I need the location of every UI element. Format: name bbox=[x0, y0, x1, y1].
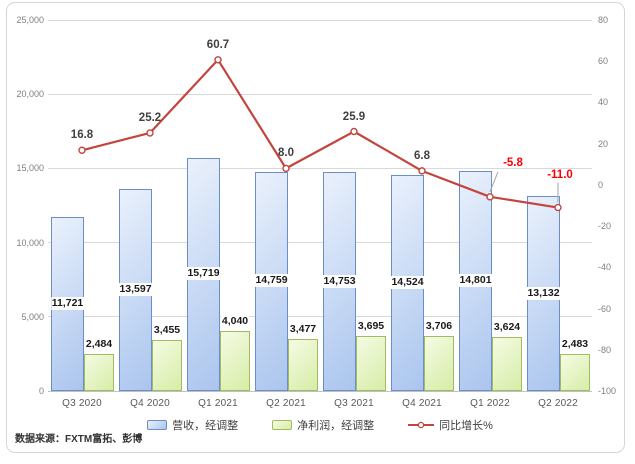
profit-bar-label: 4,040 bbox=[220, 315, 250, 329]
y-axis-right-label: 60 bbox=[598, 56, 609, 67]
legend-label-revenue: 营收，经调整 bbox=[172, 420, 239, 432]
growth-label: 60.7 bbox=[206, 38, 230, 51]
gridline bbox=[48, 19, 592, 21]
profit-swatch-icon bbox=[272, 420, 293, 430]
profit-bar-label: 3,706 bbox=[424, 320, 454, 333]
revenue-bar-label: 11,721 bbox=[50, 297, 85, 311]
x-axis-label: Q4 2021 bbox=[402, 398, 442, 409]
x-axis-label: Q4 2020 bbox=[130, 398, 170, 409]
profit-bar-label: 3,695 bbox=[356, 320, 386, 334]
y-axis-left-label: 5,000 bbox=[21, 311, 44, 322]
legend: 营收，经调整 净利润，经调整 同比增长% bbox=[40, 417, 600, 433]
profit-bar bbox=[356, 336, 386, 391]
profit-bar bbox=[220, 331, 250, 391]
growth-point-marker bbox=[78, 146, 86, 154]
profit-bar bbox=[560, 354, 590, 391]
growth-label: 25.2 bbox=[138, 111, 162, 124]
profit-bar-label: 2,484 bbox=[84, 338, 114, 352]
legend-label-growth: 同比增长% bbox=[439, 420, 493, 432]
revenue-bar-label: 14,753 bbox=[322, 274, 357, 288]
growth-point-marker bbox=[214, 56, 222, 64]
profit-bar bbox=[424, 336, 454, 391]
revenue-swatch-icon bbox=[147, 420, 168, 430]
revenue-bar-label: 14,801 bbox=[458, 274, 493, 288]
growth-label: -11.0 bbox=[547, 168, 573, 181]
y-axis-right-label: 20 bbox=[598, 138, 609, 149]
profit-bar-label: 3,477 bbox=[288, 323, 318, 337]
growth-line bbox=[81, 58, 559, 209]
y-axis-right-label: -100 bbox=[598, 386, 617, 396]
y-axis-right-label: -40 bbox=[598, 262, 612, 273]
growth-point-marker bbox=[146, 129, 154, 137]
revenue-bar-label: 13,132 bbox=[526, 286, 561, 300]
profit-bar bbox=[84, 354, 114, 391]
y-axis-right-label: -60 bbox=[598, 303, 612, 314]
x-axis-label: Q1 2022 bbox=[470, 398, 510, 409]
y-axis-left-label: 0 bbox=[38, 386, 44, 396]
growth-point-marker bbox=[486, 193, 494, 201]
revenue-bar-label: 13,597 bbox=[118, 283, 153, 297]
gridline bbox=[48, 316, 592, 318]
label-leader-line bbox=[489, 171, 499, 193]
profit-bar-label: 3,624 bbox=[492, 321, 522, 335]
growth-label: -5.8 bbox=[503, 156, 523, 169]
growth-label: 6.8 bbox=[414, 149, 430, 162]
profit-bar bbox=[152, 339, 182, 391]
y-axis-left-label: 15,000 bbox=[16, 163, 44, 174]
revenue-bar-label: 15,719 bbox=[186, 267, 221, 281]
y-axis-right-label: -80 bbox=[598, 344, 612, 355]
x-axis-label: Q3 2021 bbox=[334, 398, 374, 409]
gridline bbox=[48, 242, 592, 244]
source-note: 数据来源：FXTM富拓、彭博 bbox=[15, 434, 143, 445]
x-axis-label: Q1 2021 bbox=[198, 398, 238, 409]
legend-item-revenue: 营收，经调整 bbox=[147, 417, 238, 433]
y-axis-left-label: 10,000 bbox=[16, 237, 44, 248]
profit-bar bbox=[288, 339, 318, 391]
revenue-bar-label: 14,759 bbox=[254, 274, 289, 288]
y-axis-right-label: 40 bbox=[598, 97, 609, 108]
y-axis-right-label: -20 bbox=[598, 221, 612, 232]
legend-item-profit: 净利润，经调整 bbox=[272, 417, 374, 433]
y-axis-left-label: 20,000 bbox=[16, 89, 44, 100]
x-axis-line bbox=[48, 390, 592, 392]
growth-point-marker bbox=[554, 203, 562, 212]
growth-line-swatch-icon bbox=[408, 421, 435, 429]
x-axis-label: Q3 2020 bbox=[62, 398, 102, 409]
growth-label: 25.9 bbox=[342, 110, 366, 123]
growth-point-marker bbox=[418, 167, 426, 175]
y-axis-right-label: 80 bbox=[598, 15, 609, 25]
legend-item-growth: 同比增长% bbox=[408, 417, 493, 433]
gridline bbox=[48, 167, 592, 169]
x-axis-label: Q2 2021 bbox=[266, 398, 306, 409]
profit-bar bbox=[492, 337, 522, 391]
profit-bar-label: 3,455 bbox=[152, 323, 182, 337]
growth-point-marker bbox=[350, 127, 358, 136]
y-axis-right-label: 0 bbox=[598, 179, 604, 190]
revenue-bar-label: 14,524 bbox=[390, 276, 425, 290]
y-axis-left-label: 25,000 bbox=[16, 15, 44, 25]
growth-label: 8.0 bbox=[278, 147, 294, 160]
growth-label: 16.8 bbox=[70, 129, 94, 142]
x-axis-label: Q2 2022 bbox=[538, 398, 578, 409]
growth-line-layer bbox=[78, 56, 562, 212]
legend-label-profit: 净利润，经调整 bbox=[297, 420, 375, 432]
gridline bbox=[48, 93, 592, 95]
profit-bar-label: 2,483 bbox=[560, 338, 590, 352]
growth-point-marker bbox=[282, 164, 290, 173]
